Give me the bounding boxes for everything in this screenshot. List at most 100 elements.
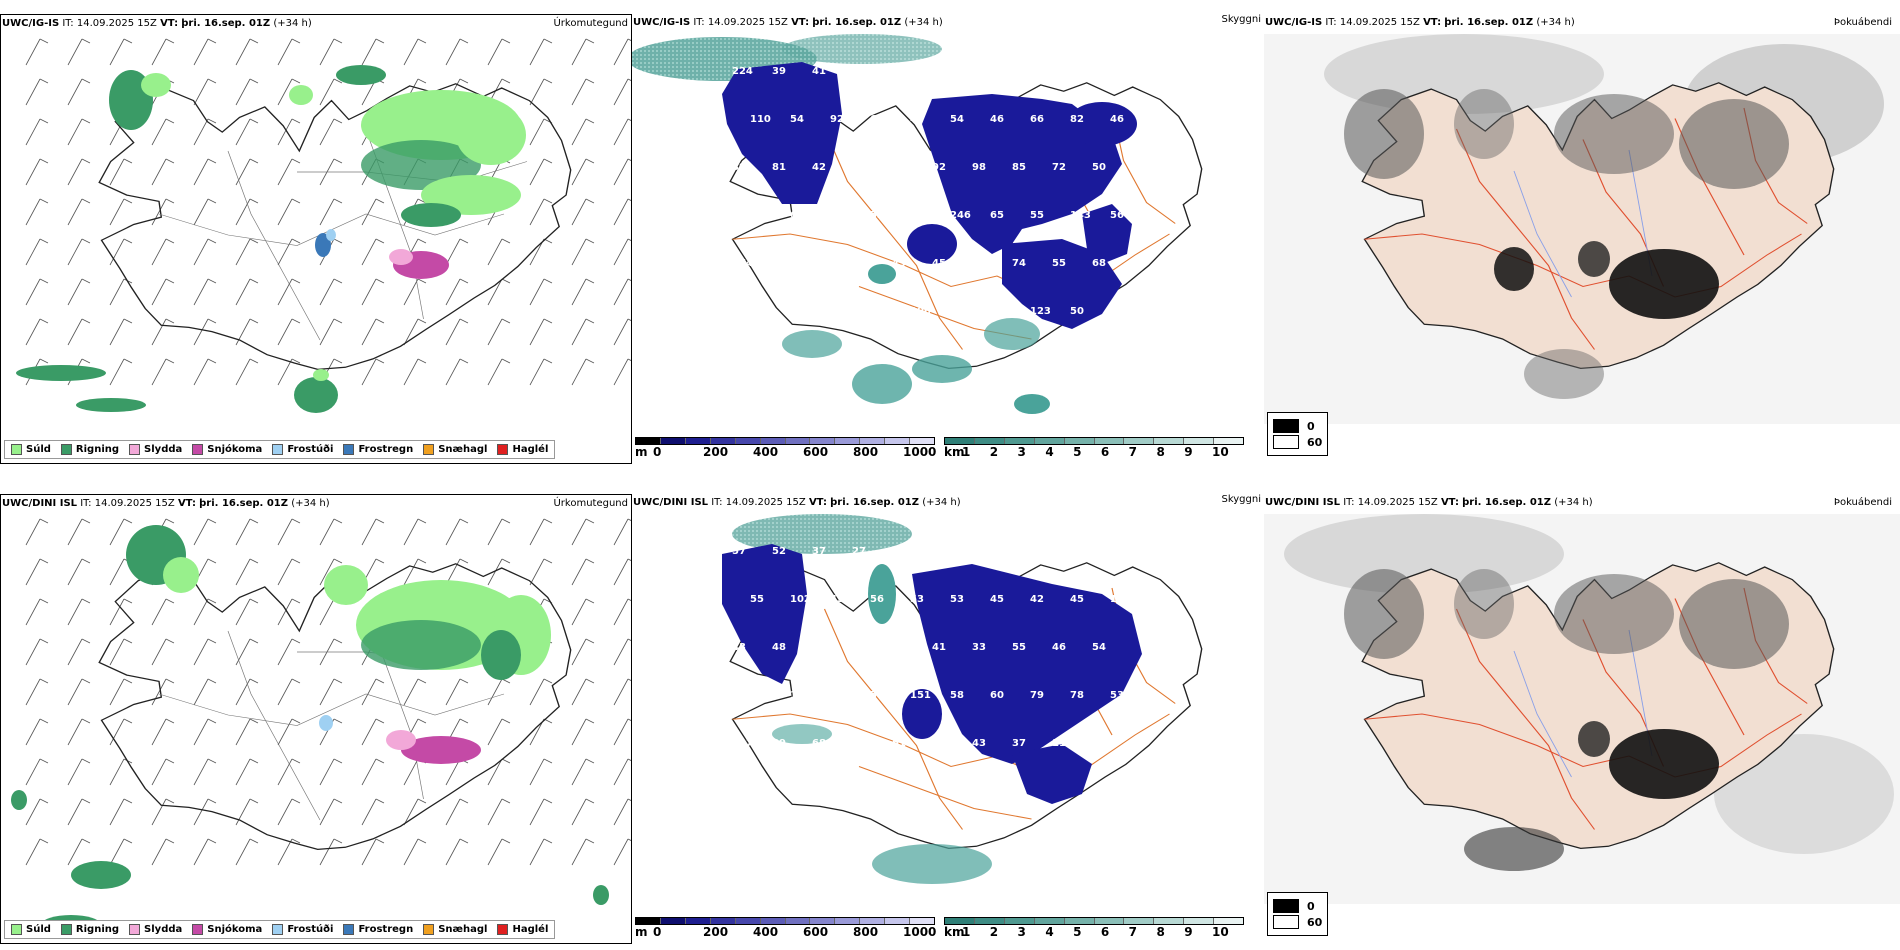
colorbar-cell [1124, 438, 1155, 444]
legend-label: Snæhagl [438, 924, 488, 935]
wind-barb [571, 558, 595, 586]
wind-barb [361, 238, 385, 266]
colorbar-cell [1214, 438, 1244, 444]
colorbar-tick: 1 [962, 445, 971, 459]
cloud-base-value: 68 [1092, 258, 1106, 269]
cloud-base-value: 41 [972, 258, 986, 269]
cloud-base-value: 42 [1030, 594, 1044, 605]
cloud-base-value: 53 [910, 594, 924, 605]
wind-barb [25, 558, 49, 586]
cloud-base-value: 110 [790, 690, 811, 701]
wind-barb [319, 518, 343, 546]
cloud-base-value: 45 [932, 258, 946, 269]
colorbar-cell [974, 918, 1005, 924]
colorbar-cell [735, 918, 761, 924]
wind-barb [193, 38, 217, 66]
legend-label: Frostúði [287, 924, 334, 935]
fog-index-label: Þokuábendi [1833, 17, 1892, 28]
wind-barb [487, 718, 511, 746]
colorbar-unit: m [635, 925, 648, 939]
it-label: IT: [1343, 497, 1355, 508]
cloud-base-value: 102 [852, 642, 873, 653]
cloud-base-value: 52 [870, 210, 884, 221]
fog-legend-row: 60 [1273, 915, 1322, 929]
fog-legend-label: 0 [1307, 899, 1315, 913]
legend-label: Frostúði [287, 444, 334, 455]
legend-item: Slydda [129, 444, 182, 455]
wind-barb [529, 278, 553, 306]
lead-time: (+34 h) [904, 17, 943, 28]
wind-barb [529, 198, 553, 226]
legend-item: Snæhagl [423, 444, 487, 455]
wind-barb [529, 678, 553, 706]
wind-barb [487, 518, 511, 546]
colorbar-cell [710, 438, 736, 444]
colorbar-cell [835, 438, 861, 444]
cloud-base-value: 29 [732, 354, 746, 365]
wind-barb [487, 318, 511, 346]
vt-value: þri. 16.sep. 01Z [181, 18, 271, 29]
cloud-base-value: 32 [932, 546, 946, 557]
wind-barb [151, 638, 175, 666]
wind-barb [235, 558, 259, 586]
colorbar-cell [945, 438, 975, 444]
wind-barb [193, 718, 217, 746]
colorbar-tick: 2 [989, 925, 999, 939]
wind-barb [529, 78, 553, 106]
cloud-map: 224 39 41 28 33 52 56 56 42 59 110 54 92 63 49 54 46 66 82… [632, 34, 1203, 414]
wind-barb [613, 158, 631, 186]
wind-barb [235, 518, 259, 546]
wind-barb [277, 158, 301, 186]
cloud-base-value: 54 [1092, 642, 1106, 653]
wind-barb [151, 758, 175, 786]
cloud-base-value: 457 [990, 306, 1011, 317]
visibility-colorbar: km 1 2 3 4 5 6 7 8 9 10 [944, 917, 1244, 939]
wind-barb [487, 558, 511, 586]
legend-swatch [192, 924, 204, 935]
legend-item: Súld [11, 924, 51, 935]
wind-barb [109, 718, 133, 746]
wind-barb [109, 38, 133, 66]
wind-barb [235, 78, 259, 106]
cloud-base-value: 59 [750, 690, 764, 701]
visibility-colorbar-bar [944, 917, 1244, 925]
wind-barb [25, 318, 49, 346]
fog-swatch-white [1273, 915, 1299, 929]
wind-barb [235, 318, 259, 346]
wind-barb [193, 598, 217, 626]
wind-barb [67, 678, 91, 706]
panel-title: UWC/DINI ISL IT: 14.09.2025 15Z VT: þri.… [1265, 497, 1593, 508]
colorbar-cell [1034, 438, 1065, 444]
colorbar-tick: 5 [1073, 925, 1082, 939]
colorbar-tick: 0 [653, 445, 662, 459]
colorbar-cell [1004, 438, 1035, 444]
vt-label: VT: [1423, 17, 1442, 28]
wind-barb [487, 278, 511, 306]
legend-label: Slydda [144, 924, 183, 935]
wind-barb [277, 518, 301, 546]
cloud-base-value: 59 [1092, 66, 1106, 77]
cloud-base-value: 46 [1110, 114, 1124, 125]
model-name: UWC/DINI ISL [1265, 497, 1341, 508]
wind-barb [25, 718, 49, 746]
cloud-base-value: 82 [1070, 114, 1084, 125]
wind-barb [571, 598, 595, 626]
cloud-value-labels: 224 39 41 28 33 52 56 56 42 59 110 54 92 63 49 54 46 66 82… [732, 66, 1124, 365]
cloud-base-value: 55 [750, 594, 764, 605]
wind-barb [319, 118, 343, 146]
wind-barb [571, 838, 595, 866]
precip-legend: Súld Rigning Slydda Snjókoma Frostúði Fr… [4, 440, 556, 459]
legend-item: Rigning [60, 924, 119, 935]
wind-barb [193, 278, 217, 306]
panel-title: UWC/DINI ISL IT: 14.09.2025 15Z VT: þri.… [2, 498, 330, 509]
cloud-base-value: 56 [790, 306, 804, 317]
cloud-base-value: 56 [972, 66, 986, 77]
cloud-base-value: 45 [990, 594, 1004, 605]
colorbar-tick: 2 [989, 445, 999, 459]
wind-barb [613, 678, 631, 706]
wind-barb [361, 798, 385, 826]
cloud-base-value: 39 [772, 66, 786, 77]
legend-swatch [272, 924, 284, 935]
cloud-base-value: 110 [1052, 738, 1073, 749]
wind-barb [25, 278, 49, 306]
